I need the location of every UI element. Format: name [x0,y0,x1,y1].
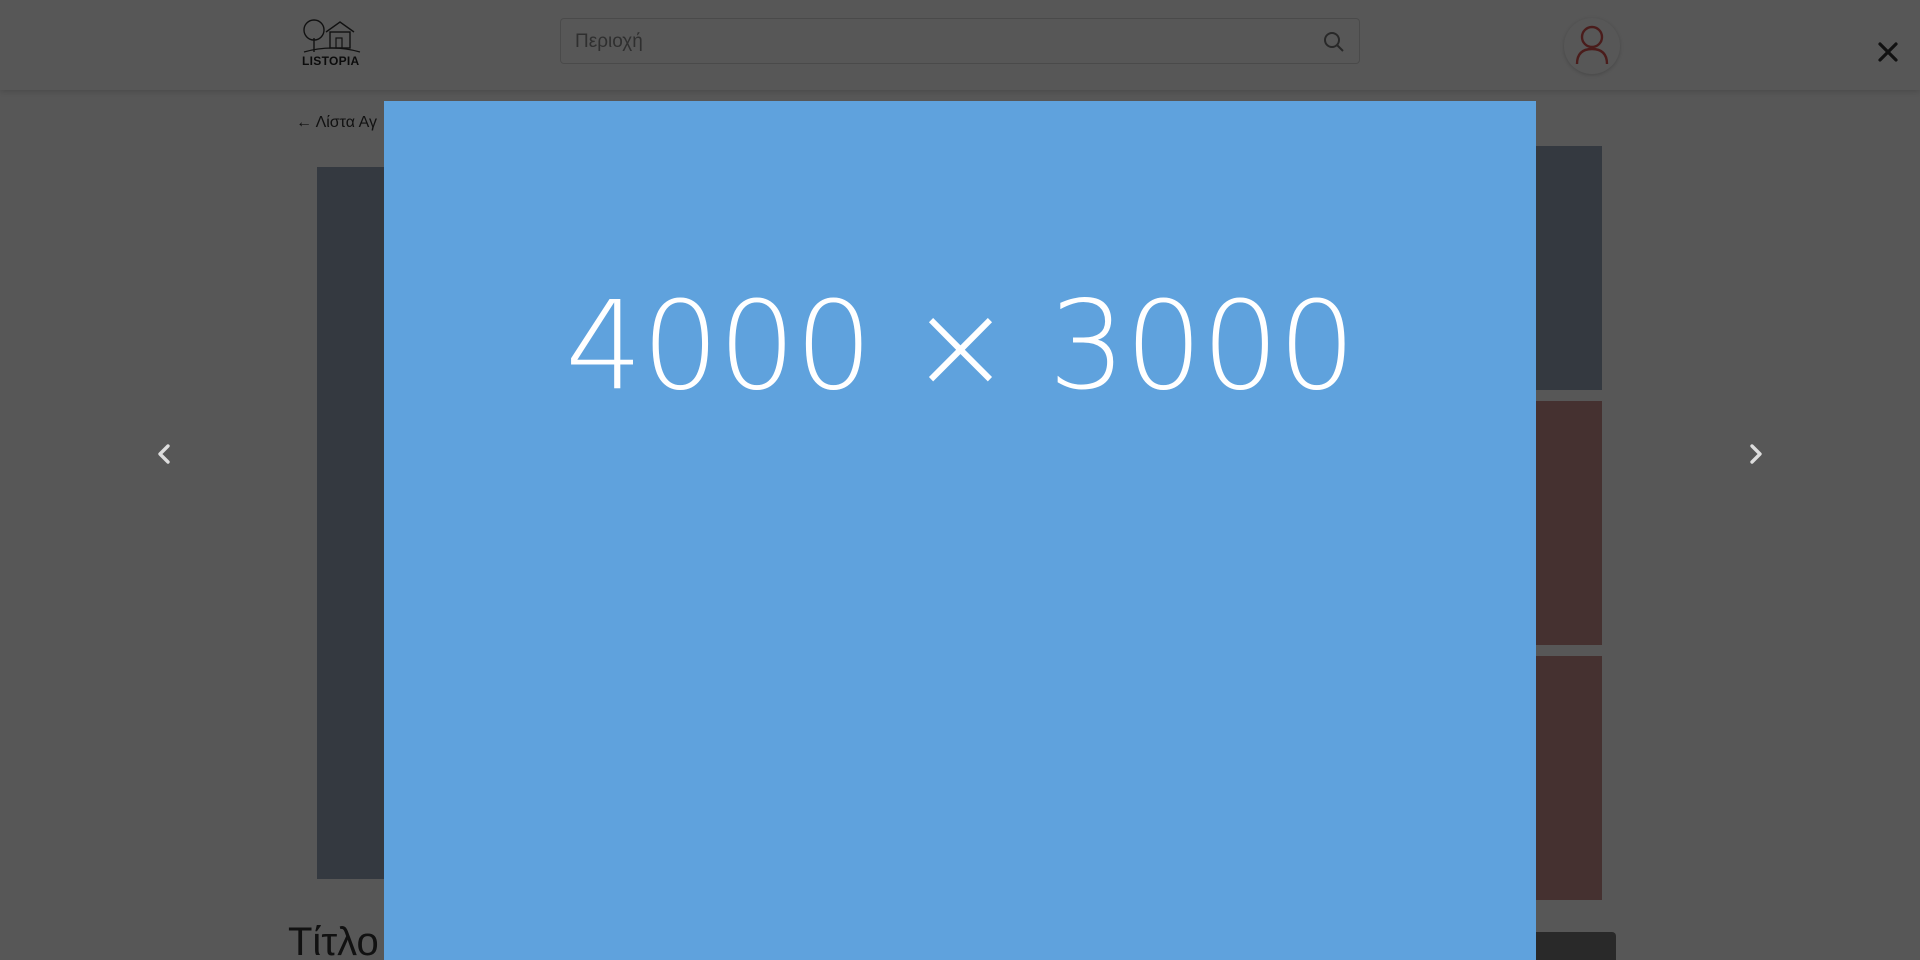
chevron-left-icon[interactable] [148,438,180,470]
close-icon[interactable] [1872,36,1904,68]
chevron-right-icon[interactable] [1740,438,1772,470]
image-placeholder-label: 4000 × 3000 [565,275,1356,417]
lightbox-image: 4000 × 3000 [384,101,1536,960]
